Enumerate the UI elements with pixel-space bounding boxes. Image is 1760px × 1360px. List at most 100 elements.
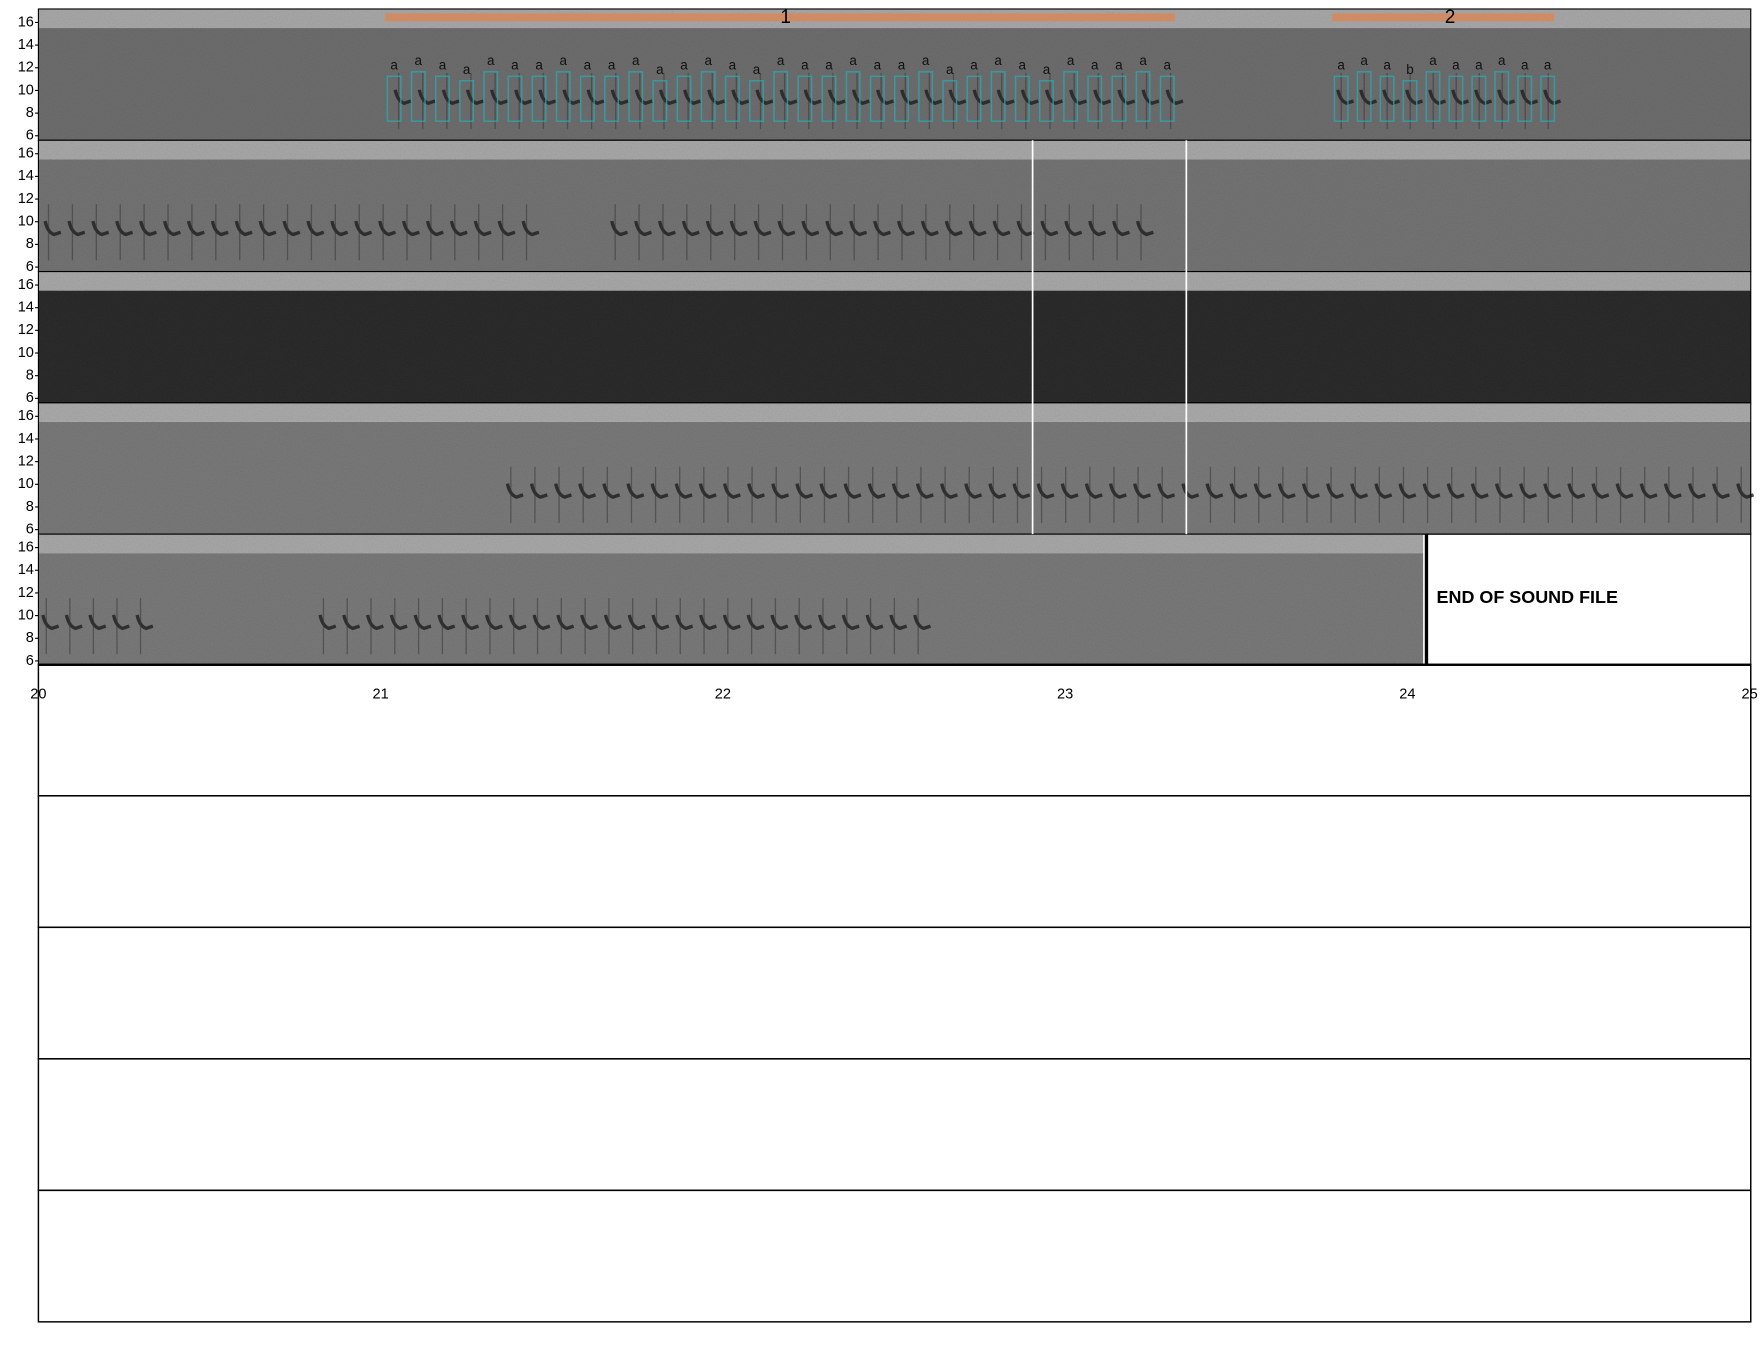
y-tick-label: 12 bbox=[18, 322, 34, 338]
x-tick-label: 21 bbox=[373, 686, 389, 702]
syllable-box bbox=[990, 71, 1006, 122]
syllable-box bbox=[869, 75, 885, 122]
y-tick-label: 16 bbox=[18, 408, 34, 424]
y-tick-label: 10 bbox=[18, 345, 34, 361]
syllable-box bbox=[1517, 75, 1533, 122]
panel-body bbox=[38, 421, 1751, 535]
syllable-label: a bbox=[535, 58, 543, 73]
syllable-label: a bbox=[608, 58, 616, 73]
syllable-box bbox=[604, 75, 620, 122]
syllable-label: a bbox=[1475, 58, 1483, 73]
panel-band bbox=[38, 271, 1751, 291]
syllable-label: a bbox=[729, 58, 737, 73]
y-tick-label: 14 bbox=[18, 37, 34, 53]
panel-band bbox=[38, 534, 1424, 554]
syllable-box bbox=[1402, 80, 1418, 122]
panel-frame bbox=[37, 533, 1752, 666]
syllable-box bbox=[579, 75, 595, 122]
y-tick-label: 8 bbox=[26, 499, 34, 515]
syllable-label: a bbox=[560, 53, 568, 68]
end-text: END OF SOUND FILE bbox=[1437, 587, 1618, 607]
annotation-bar bbox=[385, 13, 1176, 22]
syllable-box bbox=[942, 80, 958, 122]
y-tick-label: 12 bbox=[18, 453, 34, 469]
y-tick-label: 14 bbox=[18, 562, 34, 578]
empty-panel bbox=[37, 1189, 1752, 1323]
syllable-box bbox=[1356, 71, 1372, 122]
annotation-label: 2 bbox=[1445, 7, 1456, 28]
empty-panel bbox=[37, 1058, 1752, 1192]
syllable-box bbox=[386, 75, 402, 122]
syllable-label: a bbox=[1337, 58, 1345, 73]
syllable-label: a bbox=[704, 53, 712, 68]
syllable-box bbox=[410, 71, 426, 122]
syllable-box bbox=[459, 80, 475, 122]
y-tick-label: 12 bbox=[18, 585, 34, 601]
syllable-label: a bbox=[415, 53, 423, 68]
syllable-label: a bbox=[439, 58, 447, 73]
syllable-box bbox=[1135, 71, 1151, 122]
syllable-label: a bbox=[1164, 58, 1172, 73]
syllable-box bbox=[1063, 71, 1079, 122]
syllable-label: a bbox=[922, 53, 930, 68]
syllable-box bbox=[1379, 75, 1395, 122]
syllable-label: a bbox=[849, 53, 857, 68]
y-tick-label: 6 bbox=[26, 128, 34, 144]
syllable-box bbox=[531, 75, 547, 122]
syllable-box bbox=[700, 71, 716, 122]
x-tick-label: 25 bbox=[1742, 686, 1758, 702]
syllable-box bbox=[1540, 75, 1556, 122]
y-tick-label: 16 bbox=[18, 277, 34, 293]
syllable-box bbox=[821, 75, 837, 122]
y-tick-label: 8 bbox=[26, 236, 34, 252]
empty-panel bbox=[37, 663, 1752, 797]
y-tick-label: 12 bbox=[18, 60, 34, 76]
syllable-label: a bbox=[1521, 58, 1529, 73]
syllable-label: a bbox=[1360, 53, 1368, 68]
syllable-box bbox=[1087, 75, 1103, 122]
y-tick-label: 6 bbox=[26, 390, 34, 406]
syllable-box bbox=[749, 80, 764, 122]
syllable-label: a bbox=[1429, 53, 1437, 68]
panel-band bbox=[38, 402, 1751, 422]
syllable-box bbox=[797, 75, 813, 122]
syllable-label: a bbox=[825, 58, 833, 73]
spectrogram-panel: 16 14 12 10 8 6 bbox=[18, 270, 1752, 406]
syllable-label: a bbox=[898, 58, 906, 73]
y-tick-label: 14 bbox=[18, 431, 34, 447]
y-tick-label: 6 bbox=[26, 653, 34, 669]
syllable-box bbox=[507, 75, 523, 122]
syllable-label: a bbox=[1019, 58, 1027, 73]
y-tick-label: 16 bbox=[18, 146, 34, 162]
syllable-label: a bbox=[1067, 53, 1075, 68]
syllable-label: a bbox=[463, 62, 471, 77]
syllable-box bbox=[1471, 75, 1487, 122]
syllable-label: a bbox=[777, 53, 785, 68]
spectrogram-panel: 16 14 12 10 8 6 bbox=[18, 402, 1755, 537]
y-tick-label: 10 bbox=[18, 82, 34, 98]
syllable-label: a bbox=[1043, 62, 1051, 77]
syllable-box bbox=[1159, 75, 1175, 122]
syllable-label: a bbox=[1139, 53, 1147, 68]
y-tick-label: 8 bbox=[26, 105, 34, 121]
syllable-box bbox=[1494, 71, 1510, 122]
y-tick-label: 6 bbox=[26, 521, 34, 537]
syllable-label: a bbox=[1115, 58, 1123, 73]
syllable-box bbox=[628, 71, 644, 122]
y-tick-label: 8 bbox=[26, 630, 34, 646]
syllable-label: a bbox=[874, 58, 882, 73]
syllable-label: a bbox=[801, 58, 809, 73]
syllable-box bbox=[966, 75, 982, 122]
y-tick-label: 12 bbox=[18, 191, 34, 207]
syllable-label: b bbox=[1406, 62, 1413, 77]
y-tick-label: 6 bbox=[26, 259, 34, 275]
panel-body bbox=[38, 290, 1751, 403]
syllable-box bbox=[1425, 71, 1441, 122]
syllable-box bbox=[894, 75, 909, 122]
syllable-box bbox=[845, 71, 861, 122]
syllable-label: a bbox=[584, 58, 592, 73]
syllable-box bbox=[1111, 75, 1127, 122]
syllable-label: a bbox=[390, 58, 398, 73]
panel-body bbox=[38, 553, 1424, 666]
